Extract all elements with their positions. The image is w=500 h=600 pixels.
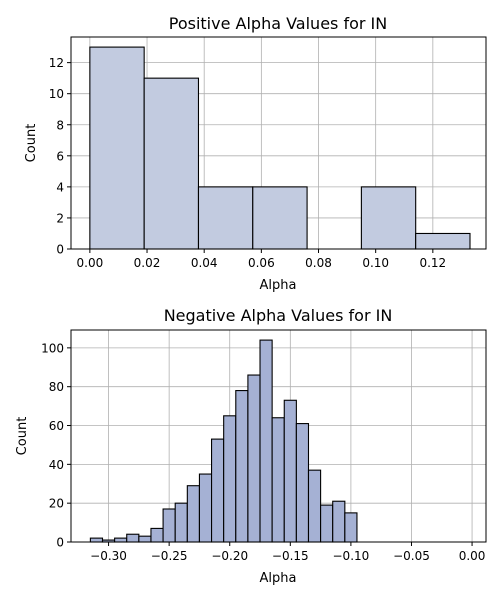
histogram-bar bbox=[162, 508, 176, 543]
chart-1-bars bbox=[89, 46, 471, 250]
y-tick-label: 40 bbox=[49, 458, 64, 472]
x-tick-label: 0.04 bbox=[191, 256, 218, 270]
x-tick-label: −0.15 bbox=[272, 549, 309, 563]
x-tick-label: 0.00 bbox=[77, 256, 104, 270]
y-tick-label: 10 bbox=[49, 87, 64, 101]
histogram-bar bbox=[415, 232, 471, 250]
histogram-bar bbox=[247, 374, 261, 543]
histogram-bar bbox=[295, 423, 310, 543]
chart-1-y-label: Count bbox=[24, 124, 39, 163]
x-tick-label: −0.20 bbox=[211, 549, 248, 563]
histogram-bar bbox=[143, 77, 200, 250]
chart-1-x-label: Alpha bbox=[260, 278, 297, 293]
x-tick-label: −0.25 bbox=[151, 549, 188, 563]
histogram-bar bbox=[89, 537, 104, 543]
x-tick-label: 0.02 bbox=[134, 256, 161, 270]
chart-2-frame bbox=[70, 329, 487, 543]
histogram-bar bbox=[150, 527, 164, 543]
chart-2-bars bbox=[89, 339, 358, 543]
histogram-bar bbox=[211, 438, 225, 543]
chart-2-y-ticks: 0 20 40 60 80 100 bbox=[41, 341, 71, 550]
histogram-bar bbox=[186, 485, 200, 543]
x-tick-label: −0.30 bbox=[90, 549, 127, 563]
y-tick-label: 0 bbox=[56, 243, 64, 257]
histogram-bar bbox=[320, 504, 334, 543]
histogram-bar bbox=[197, 186, 254, 250]
positive-alpha-chart: Positive Alpha Values for IN 0.00 0.02 0.0… bbox=[24, 14, 487, 293]
histogram-bar bbox=[114, 537, 128, 543]
x-tick-label: 0.08 bbox=[305, 256, 332, 270]
histogram-bar bbox=[271, 417, 285, 543]
y-tick-label: 2 bbox=[56, 211, 64, 225]
y-tick-label: 8 bbox=[56, 118, 64, 132]
chart-1-title: Positive Alpha Values for IN bbox=[169, 14, 387, 33]
histogram-bar bbox=[344, 512, 358, 543]
histogram-bar bbox=[360, 186, 417, 250]
histogram-bar bbox=[126, 533, 140, 543]
x-tick-label: 0.00 bbox=[459, 549, 486, 563]
y-tick-label: 80 bbox=[49, 380, 64, 394]
histogram-bar bbox=[198, 473, 213, 543]
y-tick-label: 100 bbox=[41, 341, 64, 355]
histogram-bar bbox=[332, 500, 346, 543]
histogram-bar bbox=[223, 415, 237, 543]
histogram-bar bbox=[138, 535, 152, 543]
chart-1-y-ticks: 0 2 4 6 8 10 12 bbox=[49, 56, 71, 257]
y-tick-label: 12 bbox=[49, 56, 64, 70]
histogram-bar bbox=[174, 502, 188, 543]
x-tick-label: 0.10 bbox=[362, 256, 389, 270]
y-tick-label: 60 bbox=[49, 419, 64, 433]
y-tick-label: 4 bbox=[56, 180, 64, 194]
histogram-bar bbox=[252, 186, 308, 250]
x-tick-label: −0.10 bbox=[333, 549, 370, 563]
negative-alpha-chart: Negative Alpha Values for IN −0.30 −0.25−… bbox=[15, 306, 487, 586]
histogram-bar bbox=[307, 469, 322, 543]
chart-2-x-ticks: −0.30 −0.25 −0.20 −0.15 −0.10 −0.05 0.00 bbox=[90, 542, 485, 563]
chart-2-x-label: Alpha bbox=[260, 571, 297, 586]
histogram-bar bbox=[259, 339, 273, 543]
x-tick-label: −0.05 bbox=[393, 549, 430, 563]
histogram-bar bbox=[89, 46, 145, 250]
chart-1-x-ticks: 0.00 0.02 0.04 0.06 0.08 0.10 0.12 bbox=[77, 249, 446, 270]
y-tick-label: 20 bbox=[49, 497, 64, 511]
chart-1-frame bbox=[70, 36, 487, 250]
histogram-bar bbox=[235, 390, 249, 543]
histogram-bar bbox=[283, 399, 297, 543]
x-tick-label: 0.06 bbox=[248, 256, 275, 270]
x-tick-label: 0.12 bbox=[419, 256, 446, 270]
chart-2-title: Negative Alpha Values for IN bbox=[164, 306, 393, 325]
y-tick-label: 6 bbox=[56, 149, 64, 163]
y-tick-label: 0 bbox=[56, 536, 64, 550]
chart-2-y-label: Count bbox=[15, 417, 30, 456]
